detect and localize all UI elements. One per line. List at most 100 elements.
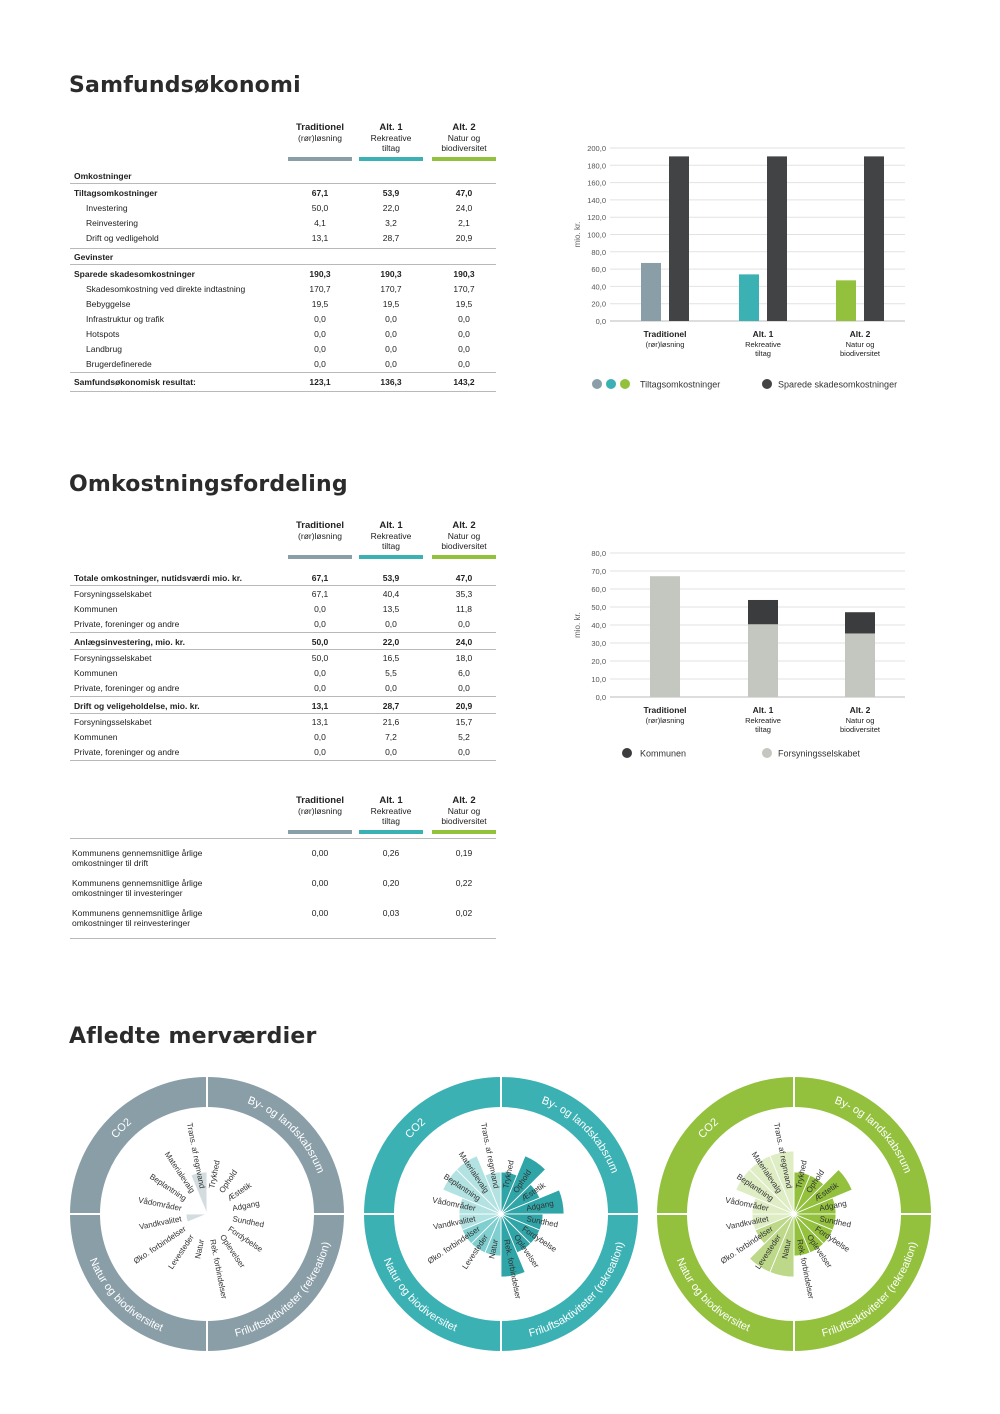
polar-spoke xyxy=(441,1154,502,1215)
x-tick-label: Traditionel xyxy=(644,705,687,715)
x-tick-label: tiltag xyxy=(755,349,771,358)
row-value: 190,3 xyxy=(309,269,331,279)
polar-spoke xyxy=(500,1213,534,1292)
row-value: 0,0 xyxy=(385,747,397,757)
column-color-bar xyxy=(359,555,423,559)
row-value: 0,02 xyxy=(455,908,473,918)
divider xyxy=(70,760,496,761)
polar-spoke xyxy=(468,1136,502,1215)
x-tick-label: Alt. 2 xyxy=(850,329,871,339)
column-color-bar xyxy=(432,157,496,161)
row-value: 136,3 xyxy=(380,377,402,387)
table-row: Private, foreninger og andre 0,0 0,0 0,0 xyxy=(70,744,496,759)
column-header: Traditionel (rør)løsning xyxy=(288,795,352,817)
divider xyxy=(70,696,496,697)
polar-spoke xyxy=(206,1154,267,1215)
column-color-bar xyxy=(359,830,423,834)
row-value: 13,1 xyxy=(311,717,329,727)
row-value: 16,5 xyxy=(382,653,400,663)
row-value: 22,0 xyxy=(382,203,400,213)
bar xyxy=(641,262,661,321)
x-tick-label: biodiversitet xyxy=(840,349,881,358)
row-value: 5,2 xyxy=(458,732,470,742)
legend-swatch xyxy=(620,379,630,389)
row-label: Investering xyxy=(86,203,128,213)
y-tick-label: 0,0 xyxy=(596,693,606,702)
polar-spoke xyxy=(761,1213,795,1292)
polar-spoke xyxy=(500,1181,579,1215)
polar-spoke xyxy=(147,1154,208,1215)
legend-swatch xyxy=(762,748,772,758)
row-value: 0,0 xyxy=(314,619,326,629)
polar-spoke xyxy=(500,1213,579,1247)
row-value: 0,20 xyxy=(382,878,400,888)
table-row: Anlægsinvestering, mio. kr. 50,0 22,0 24,0 xyxy=(70,634,496,649)
column-header-sub: Rekreative xyxy=(370,531,412,541)
legend-swatch xyxy=(606,379,616,389)
polar-spoke xyxy=(716,1181,795,1215)
divider xyxy=(70,838,496,839)
row-value: 53,9 xyxy=(382,188,400,198)
row-value: 2,1 xyxy=(458,218,470,228)
bar xyxy=(767,156,787,321)
row-value: 0,0 xyxy=(458,344,470,354)
polar-spoke xyxy=(793,1136,827,1215)
bar xyxy=(748,624,778,697)
row-value: 21,6 xyxy=(382,717,400,727)
y-tick-label: 80,0 xyxy=(591,248,606,257)
row-label: Kommunens gennemsnitlige årlige omkostnin… xyxy=(72,908,202,928)
row-value: 5,5 xyxy=(385,668,397,678)
row-value: 0,0 xyxy=(314,359,326,369)
row-value: 0,0 xyxy=(458,329,470,339)
row-label-line: omkostninger til drift xyxy=(72,858,149,868)
row-label: Kommunen xyxy=(74,732,118,742)
row-label: Private, foreninger og andre xyxy=(74,683,180,693)
polar-spoke xyxy=(468,1213,502,1292)
row-value: 0,22 xyxy=(455,878,473,888)
divider xyxy=(70,183,496,184)
row-value: 24,0 xyxy=(455,203,473,213)
row-value: 22,0 xyxy=(382,637,400,647)
samfund-bar-chart: 0,0 20,0 40,0 60,0 80,0 100,0 120,0 140,0 160,0 1… xyxy=(573,144,905,390)
column-color-bar xyxy=(359,157,423,161)
divider xyxy=(70,632,496,633)
row-value: 0,0 xyxy=(458,747,470,757)
row-value: 67,1 xyxy=(311,573,329,583)
row-value: 0,0 xyxy=(385,329,397,339)
y-tick-label: 120,0 xyxy=(587,213,606,222)
column-color-bar xyxy=(432,830,496,834)
y-tick-label: 0,0 xyxy=(596,317,606,326)
table-row: Bebyggelse 19,5 19,5 19,5 xyxy=(70,296,496,311)
bar xyxy=(836,280,856,321)
table-row: Kommunens gennemsnitlige årlige omkostnin… xyxy=(70,845,496,871)
row-label-line: Kommunens gennemsnitlige årlige xyxy=(72,848,203,858)
heading-samfund: Samfundsøkonomi xyxy=(69,73,301,98)
row-value: 24,0 xyxy=(455,637,473,647)
y-tick-label: 180,0 xyxy=(587,161,606,170)
row-label: Samfundsøkonomisk resultat: xyxy=(74,377,196,387)
polar-spoke xyxy=(793,1213,827,1292)
column-header-title: Alt. 1 xyxy=(379,122,403,133)
table-row: Forsyningsselskabet 50,0 16,5 18,0 xyxy=(70,650,496,665)
row-value: 53,9 xyxy=(382,573,400,583)
legend-swatch xyxy=(592,379,602,389)
row-value: 0,0 xyxy=(314,604,326,614)
row-value: 35,3 xyxy=(455,589,473,599)
row-value: 0,00 xyxy=(311,878,329,888)
kommune-table: Traditionel (rør)løsning Alt. 1 Rekreative t… xyxy=(70,795,496,940)
row-value: 20,9 xyxy=(455,233,473,243)
table-row: Tiltagsomkostninger 67,1 53,9 47,0 xyxy=(70,185,496,200)
row-label: Tiltagsomkostninger xyxy=(74,188,158,198)
row-value: 7,2 xyxy=(385,732,397,742)
column-color-bar xyxy=(288,157,352,161)
column-header-sub: Rekreative xyxy=(370,133,412,143)
row-value: 0,0 xyxy=(385,344,397,354)
divider xyxy=(70,938,496,939)
row-label: Skadesomkostning ved direkte indtastning xyxy=(86,284,246,294)
row-value: 3,2 xyxy=(385,218,397,228)
y-tick-label: 10,0 xyxy=(591,675,606,684)
row-value: 19,5 xyxy=(455,299,473,309)
y-axis-label: mio. kr. xyxy=(573,222,582,248)
table-row: Reinvestering 4,1 3,2 2,1 xyxy=(70,215,496,230)
polar-spoke xyxy=(500,1154,561,1215)
